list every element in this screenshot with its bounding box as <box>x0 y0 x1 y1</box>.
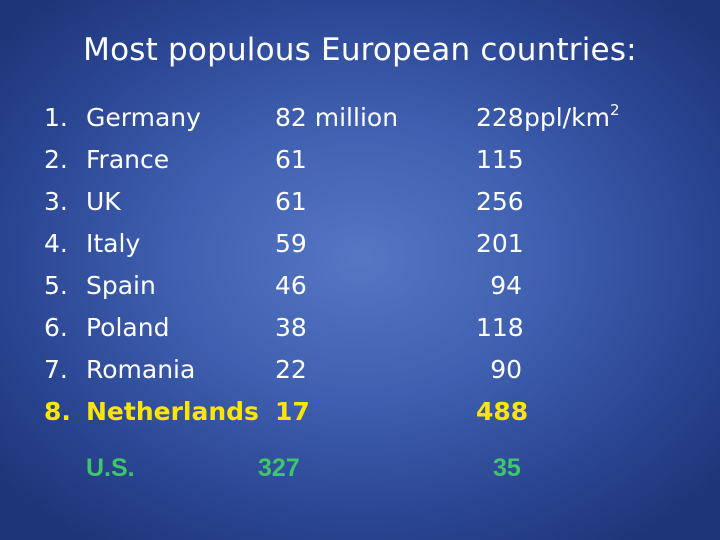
us-country-name: U.S. <box>86 454 135 482</box>
table-row-uk: 3. UK 61 256 <box>0 181 720 223</box>
population-value: 59 <box>275 229 307 258</box>
population-value: 61 <box>275 187 307 216</box>
country-name: Italy <box>86 229 141 258</box>
density-value: 94 <box>490 271 522 300</box>
table-row-france: 2. France 61 115 <box>0 139 720 181</box>
table-row-netherlands: 8. Netherlands 17 488 <box>0 391 720 433</box>
country-name: Germany <box>86 103 201 132</box>
rank-number: 4. <box>44 229 68 258</box>
rank-number: 1. <box>44 103 68 132</box>
density-value: 256 <box>476 187 524 216</box>
population-value: 61 <box>275 145 307 174</box>
population-value: 22 <box>275 355 307 384</box>
us-density-value: 35 <box>493 454 521 482</box>
table-row-spain: 5. Spain 46 94 <box>0 265 720 307</box>
table-row-romania: 7. Romania 22 90 <box>0 349 720 391</box>
country-name: UK <box>86 187 121 216</box>
rank-number: 5. <box>44 271 68 300</box>
rank-number: 6. <box>44 313 68 342</box>
density-value: 228 <box>476 103 524 132</box>
density-value: 201 <box>476 229 524 258</box>
country-name: Romania <box>86 355 196 384</box>
us-comparison-row: U.S. 327 35 <box>0 448 720 488</box>
density-value: 90 <box>490 355 522 384</box>
population-value: 46 <box>275 271 307 300</box>
density-value: 115 <box>476 145 524 174</box>
slide-title: Most populous European countries: <box>83 32 637 68</box>
table-row-italy: 4. Italy 59 201 <box>0 223 720 265</box>
rank-number: 7. <box>44 355 68 384</box>
population-value: 17 <box>275 397 310 426</box>
country-name: France <box>86 145 170 174</box>
rank-number: 2. <box>44 145 68 174</box>
table-row-poland: 6. Poland 38 118 <box>0 307 720 349</box>
density-value: 118 <box>476 313 524 342</box>
population-value: 38 <box>275 313 307 342</box>
density-unit-text: ppl/km <box>524 103 610 132</box>
density-unit-exponent: 2 <box>609 101 620 119</box>
rank-number: 8. <box>44 397 71 426</box>
rank-number: 3. <box>44 187 68 216</box>
country-name: Netherlands <box>86 397 259 426</box>
density-unit: ppl/km2 <box>524 97 619 142</box>
population-value: 82 million <box>275 103 399 132</box>
us-population-value: 327 <box>258 454 300 482</box>
table-row-germany: 1. Germany 82 million 228 ppl/km2 <box>0 97 720 139</box>
country-name: Spain <box>86 271 156 300</box>
density-value: 488 <box>476 397 529 426</box>
country-name: Poland <box>86 313 170 342</box>
